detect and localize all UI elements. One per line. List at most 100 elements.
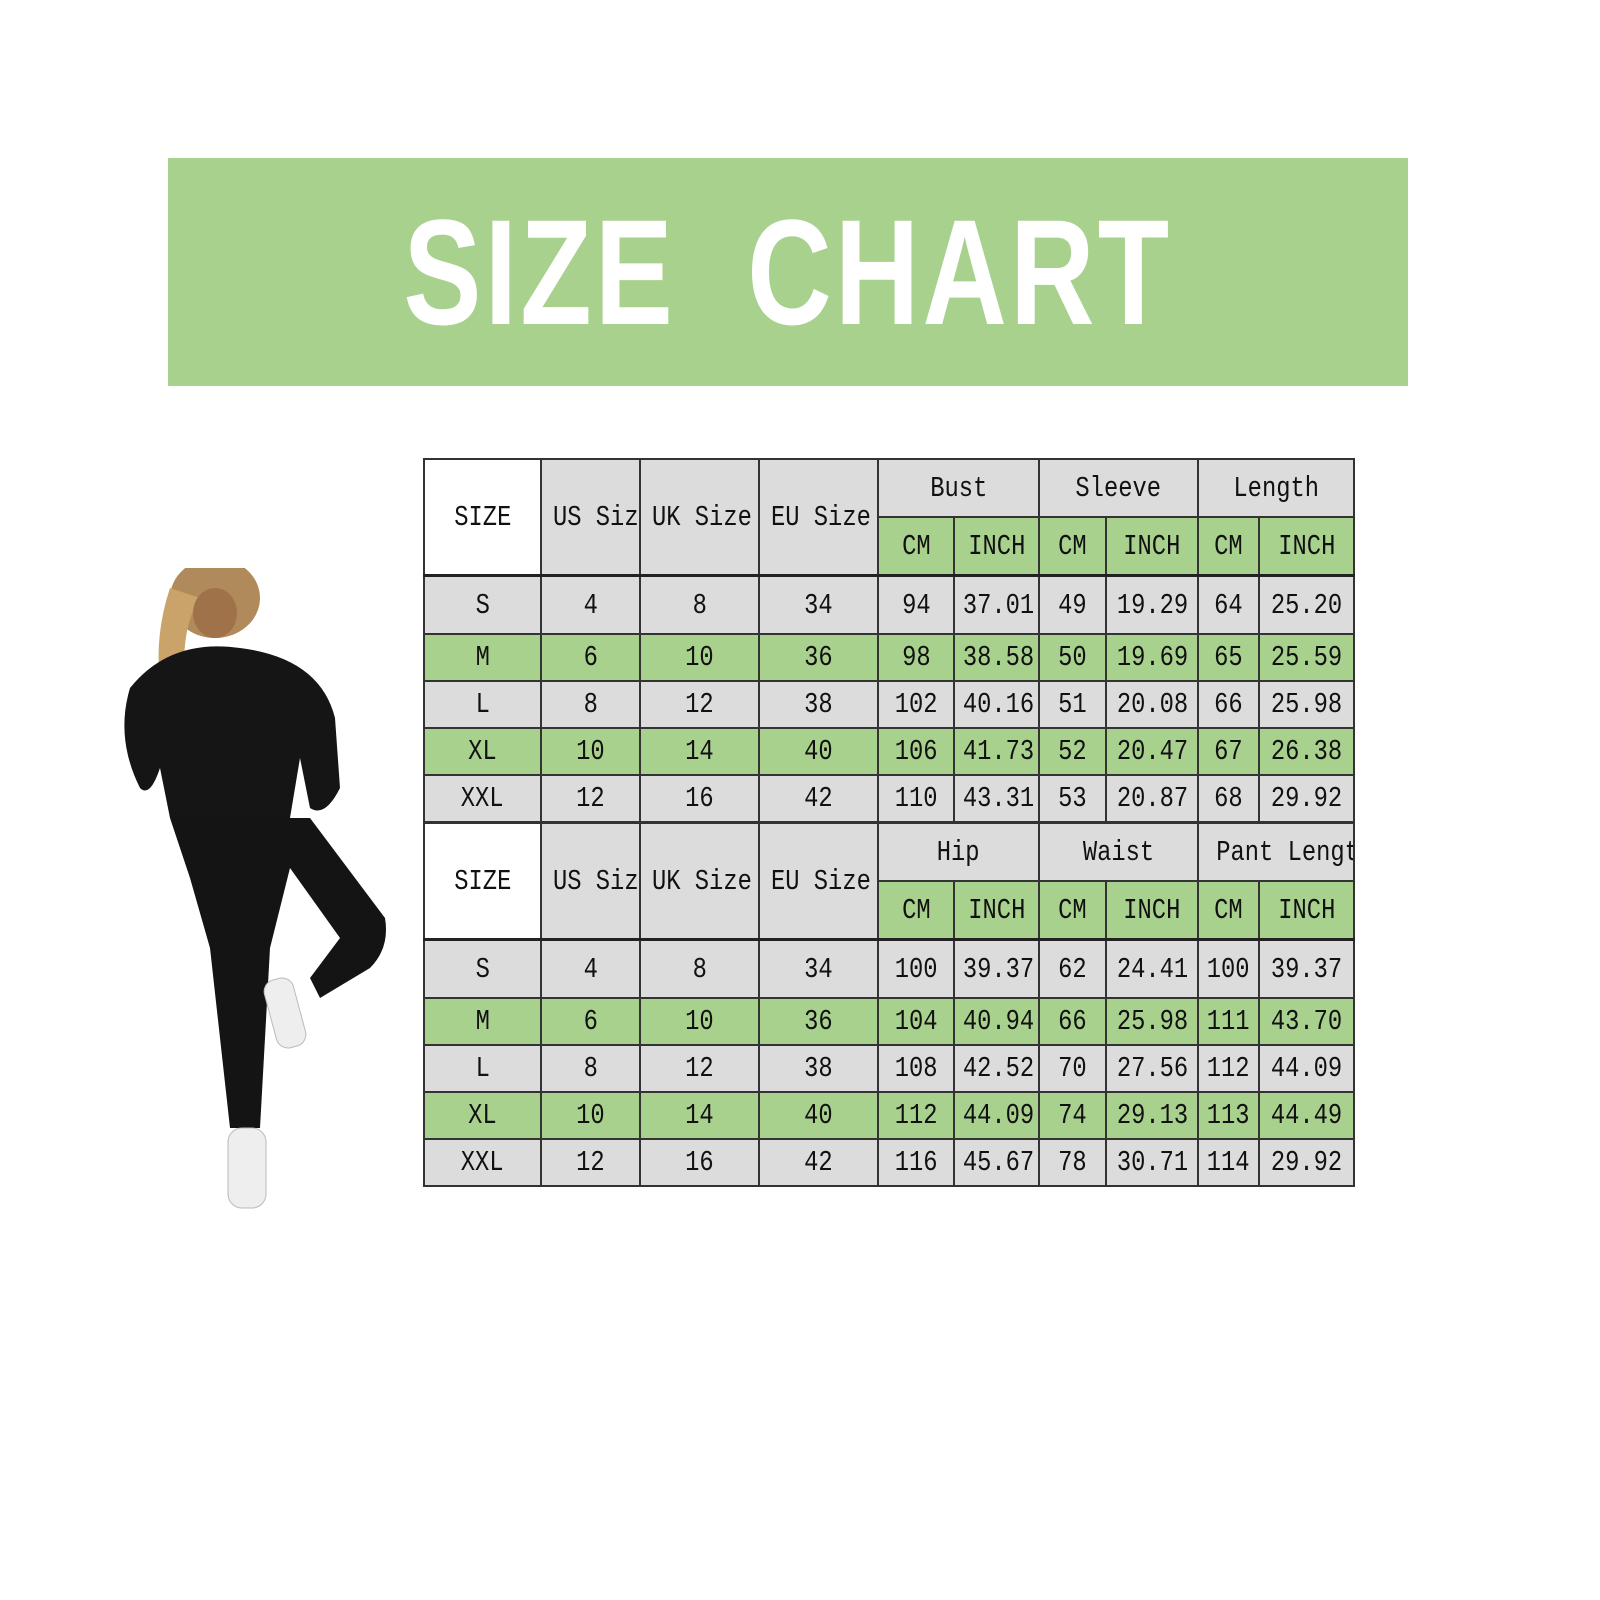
table-cell: 116 — [877, 1138, 955, 1187]
table-cell: 100 — [1197, 938, 1261, 999]
table-cell-text: 10 — [685, 641, 714, 674]
group-header-text: Waist — [1082, 835, 1155, 869]
table-cell-text: 27.56 — [1116, 1052, 1188, 1085]
table-cell: 25.59 — [1258, 633, 1356, 682]
uk-size-header-text: UK Size — [651, 500, 752, 534]
table-cell: 36 — [758, 997, 879, 1046]
table-cell: 8 — [540, 1044, 641, 1093]
table-cell-text: 29.13 — [1116, 1099, 1188, 1132]
unit-cm-header: CM — [877, 880, 955, 941]
table-cell-text: 64 — [1214, 588, 1243, 622]
table-cell-text: 44.49 — [1270, 1099, 1343, 1132]
table-cell: 12 — [639, 680, 760, 729]
table-cell-text: 100 — [894, 952, 938, 986]
table-cell-text: 25.98 — [1270, 688, 1343, 721]
table-cell: 42.52 — [953, 1044, 1040, 1093]
table-cell: 42 — [758, 774, 879, 823]
table-row: L 8 12 38 102 40.16 51 20.08 66 25.98 — [423, 680, 1356, 729]
table-row: XXL 12 16 42 110 43.31 53 20.87 68 29.92 — [423, 774, 1356, 823]
group-header-text: Sleeve — [1075, 471, 1162, 505]
table-cell-text: 25.59 — [1270, 641, 1343, 674]
size-label: M — [423, 997, 542, 1046]
table-row: M 6 10 36 104 40.94 66 25.98 111 43.70 — [423, 997, 1356, 1046]
table-cell-text: 42 — [804, 782, 833, 815]
table-cell: 14 — [639, 727, 760, 776]
table-row: XL 10 14 40 112 44.09 74 29.13 113 44.49 — [423, 1091, 1356, 1140]
table-row: M 6 10 36 98 38.58 50 19.69 65 25.59 — [423, 633, 1356, 682]
size-header-text: SIZE — [453, 864, 512, 898]
size-label-text: XL — [468, 735, 497, 768]
table-cell: 38.58 — [953, 633, 1040, 682]
table-cell: 12 — [639, 1044, 760, 1093]
table-cell: 8 — [540, 680, 641, 729]
unit-inch-header: INCH — [1104, 880, 1200, 941]
table-cell: 30.71 — [1104, 1138, 1200, 1187]
group-header: Waist — [1037, 822, 1200, 882]
table-cell: 4 — [540, 574, 641, 635]
table-cell-text: 65 — [1214, 641, 1243, 674]
unit-cm-header-text: CM — [1058, 893, 1087, 927]
table-cell: 26.38 — [1258, 727, 1356, 776]
table-cell: 37.01 — [953, 574, 1040, 635]
table-cell: 24.41 — [1104, 938, 1200, 999]
table-cell: 42 — [758, 1138, 879, 1187]
group-header-text: Pant Length — [1216, 835, 1352, 869]
table-cell-text: 62 — [1058, 952, 1087, 986]
uk-size-header: UK Size — [639, 822, 760, 941]
header-row: SIZE US Size UK Size EU Size Bust Sleeve Lengt… — [423, 458, 1356, 577]
table-cell-text: 37.01 — [962, 588, 1035, 622]
table-cell: 113 — [1197, 1091, 1261, 1140]
table-cell: 112 — [877, 1091, 955, 1140]
table-cell-text: 67 — [1214, 735, 1243, 768]
table-cell-text: 41.73 — [962, 735, 1035, 768]
table-cell-text: 40 — [804, 1099, 833, 1132]
table-cell-text: 39.37 — [1270, 952, 1343, 986]
table-cell: 94 — [877, 574, 955, 635]
table-cell-text: 94 — [901, 588, 931, 622]
table-cell-text: 34 — [804, 952, 833, 986]
us-size-header: US Size — [540, 822, 641, 941]
table-cell-text: 108 — [894, 1052, 938, 1085]
uk-size-header-text: UK Size — [651, 864, 752, 898]
eu-size-header: EU Size — [758, 458, 879, 577]
table-cell: 70 — [1038, 1044, 1107, 1093]
size-header: SIZE — [423, 458, 542, 577]
unit-cm-header-text: CM — [901, 529, 931, 563]
table-cell-text: 78 — [1058, 1146, 1087, 1179]
table-cell: 20.87 — [1104, 774, 1200, 823]
table-cell: 6 — [540, 997, 641, 1046]
table-cell: 27.56 — [1104, 1044, 1200, 1093]
unit-cm-header-text: CM — [1058, 529, 1087, 563]
table-cell: 36 — [758, 633, 879, 682]
table-cell: 67 — [1197, 727, 1261, 776]
table-cell: 43.70 — [1258, 997, 1356, 1046]
table-cell-text: 29.92 — [1270, 1146, 1343, 1179]
header-row: SIZE US Size UK Size EU Size Hip Waist Pant Le… — [423, 822, 1356, 941]
table-cell-text: 44.09 — [962, 1099, 1035, 1132]
size-label-text: L — [475, 688, 490, 721]
table-cell-text: 16 — [685, 782, 714, 815]
table-cell-text: 19.29 — [1116, 588, 1188, 622]
table-cell-text: 112 — [1207, 1052, 1250, 1085]
unit-inch-header: INCH — [1258, 516, 1356, 577]
unit-cm-header: CM — [1038, 880, 1107, 941]
size-label-text: S — [475, 952, 490, 986]
table-cell: 65 — [1197, 633, 1261, 682]
table-cell: 25.98 — [1104, 997, 1200, 1046]
table-cell-text: 12 — [685, 1052, 714, 1085]
table-cell-text: 40 — [804, 735, 833, 768]
unit-inch-header: INCH — [953, 880, 1040, 941]
eu-size-header-text: EU Size — [770, 864, 871, 898]
table-cell-text: 4 — [583, 952, 598, 986]
size-label: XL — [423, 1091, 542, 1140]
size-label: L — [423, 1044, 542, 1093]
uk-size-header: UK Size — [639, 458, 760, 577]
table-cell-text: 26.38 — [1270, 735, 1343, 768]
size-label: S — [423, 574, 542, 635]
table-cell: 40 — [758, 727, 879, 776]
table-cell: 12 — [540, 1138, 641, 1187]
table-cell: 19.29 — [1104, 574, 1200, 635]
table-cell: 51 — [1038, 680, 1107, 729]
table-cell: 10 — [540, 727, 641, 776]
size-label: M — [423, 633, 542, 682]
